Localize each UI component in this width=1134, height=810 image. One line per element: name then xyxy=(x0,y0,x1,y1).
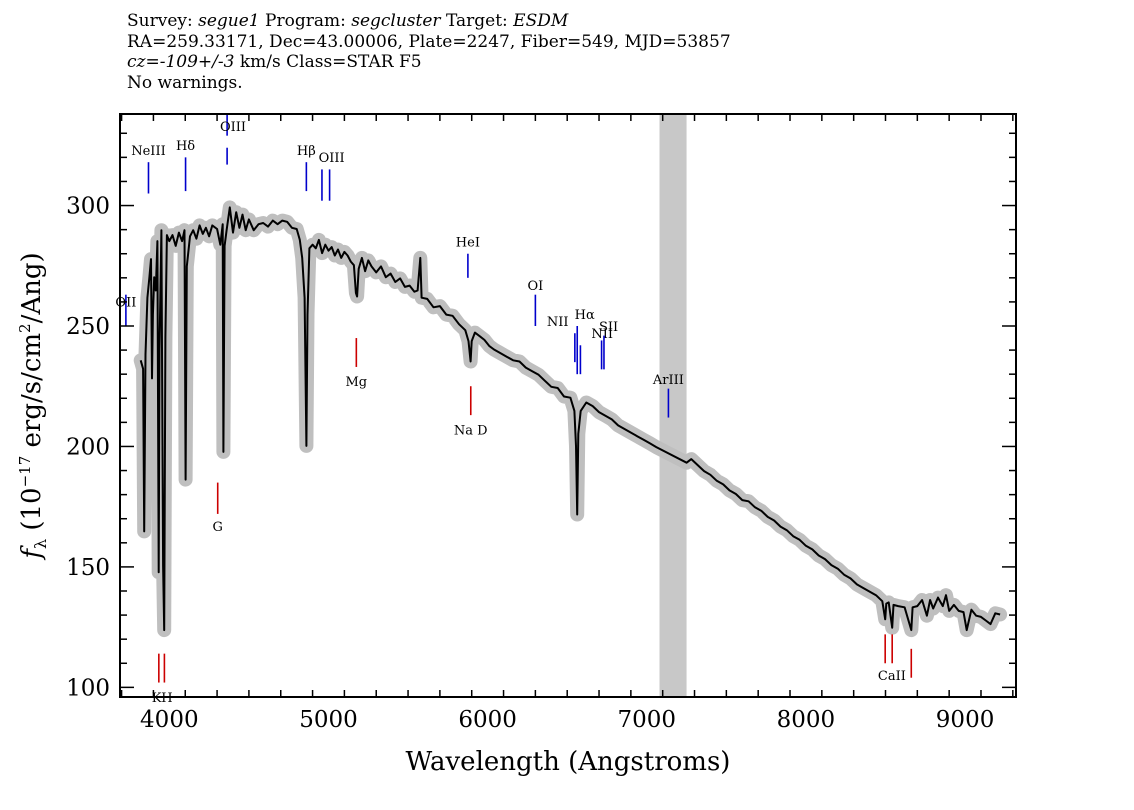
line-label-2: Hδ xyxy=(176,139,195,154)
axes-layer: 4000 5000 6000 7000 8000 9000 100 150 200 250 300 xyxy=(66,113,1017,733)
spectrum-header: Survey: segue1 Program: segcluster Targe… xyxy=(127,11,731,93)
line-label-9: OI xyxy=(527,279,543,294)
y-axis-title-open: (10 xyxy=(17,487,47,539)
x-tick-label-3: 7000 xyxy=(618,707,677,733)
y-axis-title-exp1: −17 xyxy=(16,456,34,488)
plot-frame xyxy=(119,113,1017,698)
y-axis-title-exp2: 2 xyxy=(16,323,34,333)
line-label-0: OII xyxy=(115,296,136,311)
line-label-15: ArIII xyxy=(652,373,684,388)
x-tick-label-0: 4000 xyxy=(140,707,199,733)
header-survey-line: Survey: segue1 Program: segcluster Targe… xyxy=(127,11,731,32)
line-label-21: CaII xyxy=(878,669,906,684)
header-coordinates-line: RA=259.33171, Dec=43.00006, Plate=2247, … xyxy=(127,31,731,52)
spectrum-line xyxy=(139,206,1001,632)
header-warnings-line: No warnings. xyxy=(127,72,243,93)
y-axis-title-close: /Ang) xyxy=(17,252,47,323)
line1-part-0: Survey: xyxy=(127,11,199,31)
line-label-14: SII xyxy=(599,320,618,335)
y-axis-title-sub: λ xyxy=(31,539,50,549)
spectrum-layer xyxy=(139,206,1001,632)
y-tick-label-2: 200 xyxy=(66,434,110,460)
line-label-16: Mg xyxy=(346,375,368,390)
line-label-5: Hβ xyxy=(297,144,316,159)
error-band xyxy=(133,200,1008,638)
line-label-8: HeI xyxy=(456,236,480,251)
header-redshift-line: cz=-109+/-3 km/s Class=STAR F5 xyxy=(127,52,731,73)
y-tick-label-4: 300 xyxy=(66,194,110,220)
line-label-1: NeIII xyxy=(131,144,165,159)
y-tick-label-1: 150 xyxy=(66,555,110,581)
line1-part-3: segcluster xyxy=(351,11,441,31)
line3-part-0: cz=-109+/-3 xyxy=(127,52,235,72)
line-label-11: Hα xyxy=(575,308,595,323)
line1-part-4: Target: xyxy=(440,11,514,31)
masked-region-layer xyxy=(659,114,687,697)
y-tick-label-0: 100 xyxy=(66,675,110,701)
line3-part-1: km/s Class=STAR F5 xyxy=(234,52,422,72)
line1-part-5: ESDM xyxy=(513,11,569,31)
line-label-6: OIII xyxy=(319,151,345,166)
y-axis-title: fλ (10−17 erg/s/cm2/Ang) xyxy=(16,252,50,560)
error-band-layer xyxy=(133,200,1008,638)
line-label-10: NII xyxy=(547,315,569,330)
x-tick-label-2: 6000 xyxy=(458,707,517,733)
line1-part-1: segue1 xyxy=(198,11,260,31)
x-tick-label-5: 9000 xyxy=(936,707,995,733)
x-tick-label-1: 5000 xyxy=(299,707,358,733)
x-axis-title: Wavelength (Angstroms) xyxy=(406,747,731,777)
masked-region xyxy=(659,114,687,697)
x-tick-label-4: 8000 xyxy=(777,707,836,733)
line1-part-2: Program: xyxy=(259,11,352,31)
line-label-17: Na D xyxy=(454,423,488,438)
line-label-13: NII xyxy=(591,327,613,342)
line-label-20: H xyxy=(161,691,172,706)
line-label-3: OIII xyxy=(220,120,246,135)
line-label-18: G xyxy=(213,520,223,535)
y-tick-label-3: 250 xyxy=(66,314,110,340)
y-axis-title-mid: erg/s/cm xyxy=(17,333,47,456)
line-label-19: K xyxy=(152,691,162,706)
